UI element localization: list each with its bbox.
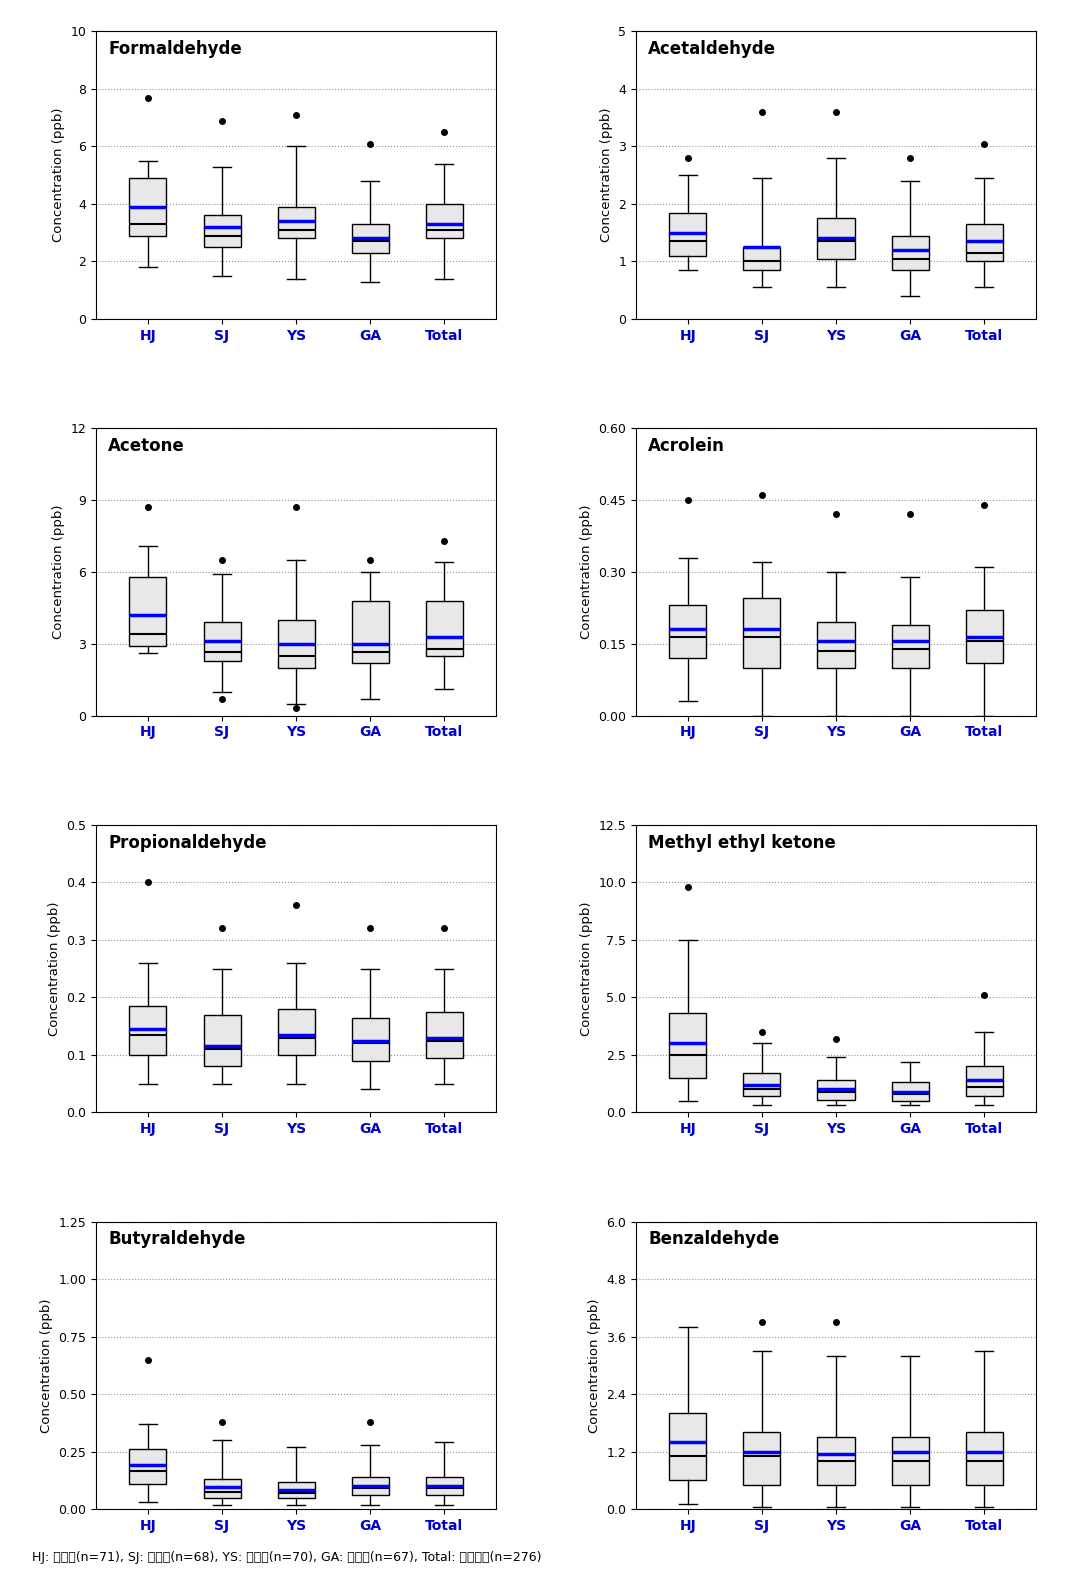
Text: HJ: 학장동(n=71), SJ: 수정동(n=68), YS: 연산동(n=70), GA: 광안동(n=67), Total: 전체자료(n=276): HJ: 학장동(n=71), SJ: 수정동(n=68), YS: 연산동(n=… (32, 1552, 541, 1564)
PathPatch shape (204, 215, 240, 247)
Text: Propionaldehyde: Propionaldehyde (108, 833, 267, 852)
PathPatch shape (426, 601, 462, 656)
Text: Acetone: Acetone (108, 437, 185, 454)
PathPatch shape (351, 601, 389, 663)
PathPatch shape (204, 1479, 240, 1498)
PathPatch shape (351, 1017, 389, 1061)
PathPatch shape (204, 1014, 240, 1066)
Text: Methyl ethyl ketone: Methyl ethyl ketone (648, 833, 836, 852)
PathPatch shape (965, 225, 1003, 261)
PathPatch shape (817, 1080, 854, 1100)
PathPatch shape (129, 577, 167, 646)
PathPatch shape (743, 1074, 781, 1096)
PathPatch shape (965, 1066, 1003, 1096)
Y-axis label: Concentration (ppb): Concentration (ppb) (48, 901, 61, 1036)
Y-axis label: Concentration (ppb): Concentration (ppb) (580, 901, 593, 1036)
PathPatch shape (426, 1478, 462, 1495)
PathPatch shape (670, 212, 706, 256)
Text: Benzaldehyde: Benzaldehyde (648, 1231, 780, 1248)
Y-axis label: Concentration (ppb): Concentration (ppb) (600, 108, 613, 242)
PathPatch shape (817, 219, 854, 258)
Text: Butyraldehyde: Butyraldehyde (108, 1231, 246, 1248)
PathPatch shape (129, 1006, 167, 1055)
PathPatch shape (965, 1432, 1003, 1486)
PathPatch shape (278, 208, 315, 239)
PathPatch shape (426, 204, 462, 239)
Y-axis label: Concentration (ppb): Concentration (ppb) (587, 1298, 601, 1432)
PathPatch shape (129, 1449, 167, 1484)
PathPatch shape (670, 1413, 706, 1481)
Y-axis label: Concentration (ppb): Concentration (ppb) (52, 505, 65, 640)
PathPatch shape (892, 624, 928, 668)
PathPatch shape (965, 610, 1003, 663)
PathPatch shape (278, 1481, 315, 1498)
Text: Acetaldehyde: Acetaldehyde (648, 39, 776, 58)
PathPatch shape (278, 1009, 315, 1055)
PathPatch shape (817, 1437, 854, 1486)
PathPatch shape (743, 247, 781, 270)
PathPatch shape (670, 605, 706, 659)
Text: Acrolein: Acrolein (648, 437, 725, 454)
Text: Formaldehyde: Formaldehyde (108, 39, 241, 58)
Y-axis label: Concentration (ppb): Concentration (ppb) (52, 108, 65, 242)
PathPatch shape (743, 599, 781, 668)
Y-axis label: Concentration (ppb): Concentration (ppb) (580, 505, 593, 640)
PathPatch shape (351, 225, 389, 253)
PathPatch shape (351, 1478, 389, 1495)
Y-axis label: Concentration (ppb): Concentration (ppb) (40, 1298, 52, 1432)
PathPatch shape (278, 619, 315, 668)
PathPatch shape (892, 1437, 928, 1486)
PathPatch shape (892, 236, 928, 270)
PathPatch shape (204, 623, 240, 660)
PathPatch shape (426, 1012, 462, 1058)
PathPatch shape (892, 1083, 928, 1100)
PathPatch shape (129, 178, 167, 236)
PathPatch shape (743, 1432, 781, 1486)
PathPatch shape (817, 623, 854, 668)
PathPatch shape (670, 1014, 706, 1078)
